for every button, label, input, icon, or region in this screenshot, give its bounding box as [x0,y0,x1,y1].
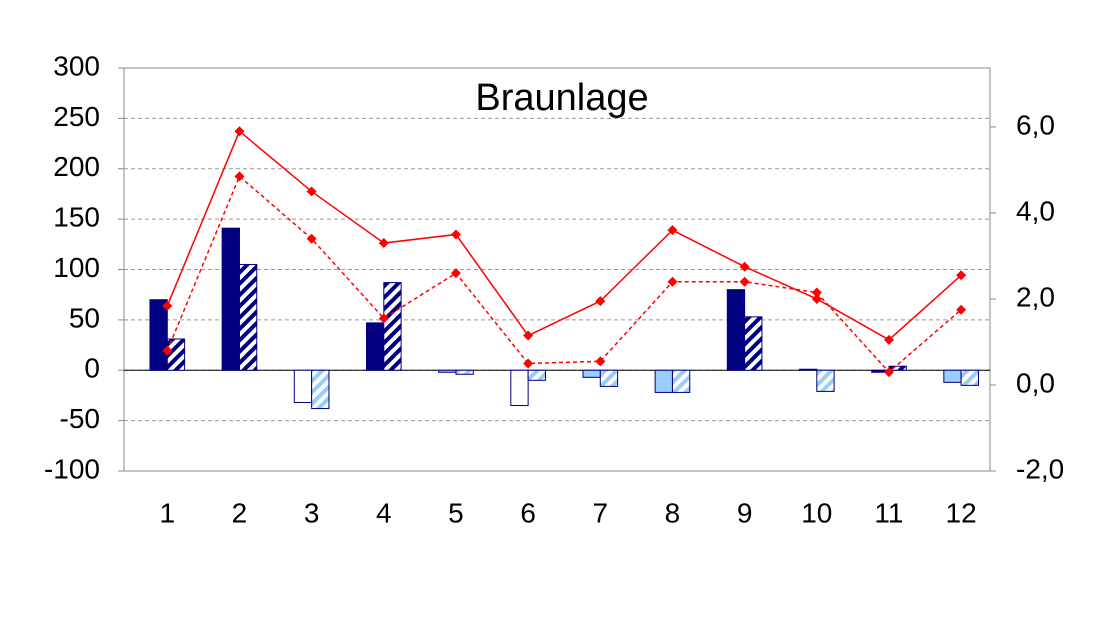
bar [798,368,818,371]
x-tick-label: 5 [448,497,464,528]
bar [438,369,457,373]
bar [238,263,258,371]
y2-tick-label: 2,0 [1016,281,1055,312]
bar [510,369,529,407]
bar [365,322,385,371]
marker [378,313,389,324]
x-tick-label: 10 [801,497,832,528]
marker [595,356,606,367]
y-tick-label: 50 [69,302,100,333]
x-tick-label: 1 [160,497,176,528]
marker [306,186,317,197]
y-tick-label: 150 [53,202,100,233]
y2-tick-label: 0,0 [1016,367,1055,398]
bar [582,369,601,378]
x-tick-label: 2 [232,497,248,528]
y-tick-label: 0 [84,353,100,384]
x-tick-label: 12 [946,497,977,528]
marker [811,293,822,304]
bar [311,369,330,410]
y2-tick-label: -2,0 [1016,453,1064,484]
bar [149,299,168,371]
marker [450,268,461,279]
bar [888,365,907,371]
x-tick-label: 3 [304,497,320,528]
marker [739,276,750,287]
chart-title: Braunlage [475,77,648,119]
marker [378,238,389,249]
marker [667,225,678,236]
y-tick-label: -50 [60,403,100,434]
y2-tick-label: 6,0 [1016,109,1055,140]
y-tick-label: 200 [53,151,100,182]
bar [726,289,746,371]
bar [383,282,402,371]
marker [450,229,461,240]
marker [956,304,967,315]
marker [667,276,678,287]
y-tick-label: 300 [53,50,100,81]
marker [162,345,173,356]
x-tick-label: 9 [737,497,753,528]
y2-tick-label: 4,0 [1016,195,1055,226]
marker [234,126,245,137]
y-tick-label: 250 [53,101,100,132]
marker [234,171,245,182]
marker [523,330,534,341]
bar [943,369,962,383]
bar [293,369,313,403]
bar [744,316,763,371]
marker [162,300,173,311]
bar [599,369,619,387]
bar [455,369,474,375]
x-tick-label: 7 [593,497,609,528]
x-tick-label: 11 [874,497,903,528]
line [166,175,962,374]
marker [811,287,822,298]
bar [527,369,546,381]
bar [671,369,691,393]
marker [883,367,894,378]
marker [739,261,750,272]
y-tick-label: 100 [53,252,100,283]
marker [883,334,894,345]
marker [306,233,317,244]
marker [523,358,534,369]
bar [221,227,240,371]
y-tick-label: -100 [44,453,100,484]
x-tick-label: 4 [376,497,392,528]
bar [816,369,835,392]
x-tick-label: 6 [520,497,536,528]
marker [595,296,606,307]
marker [956,270,967,281]
bar [960,369,979,386]
bar [654,369,673,393]
x-tick-label: 8 [665,497,681,528]
